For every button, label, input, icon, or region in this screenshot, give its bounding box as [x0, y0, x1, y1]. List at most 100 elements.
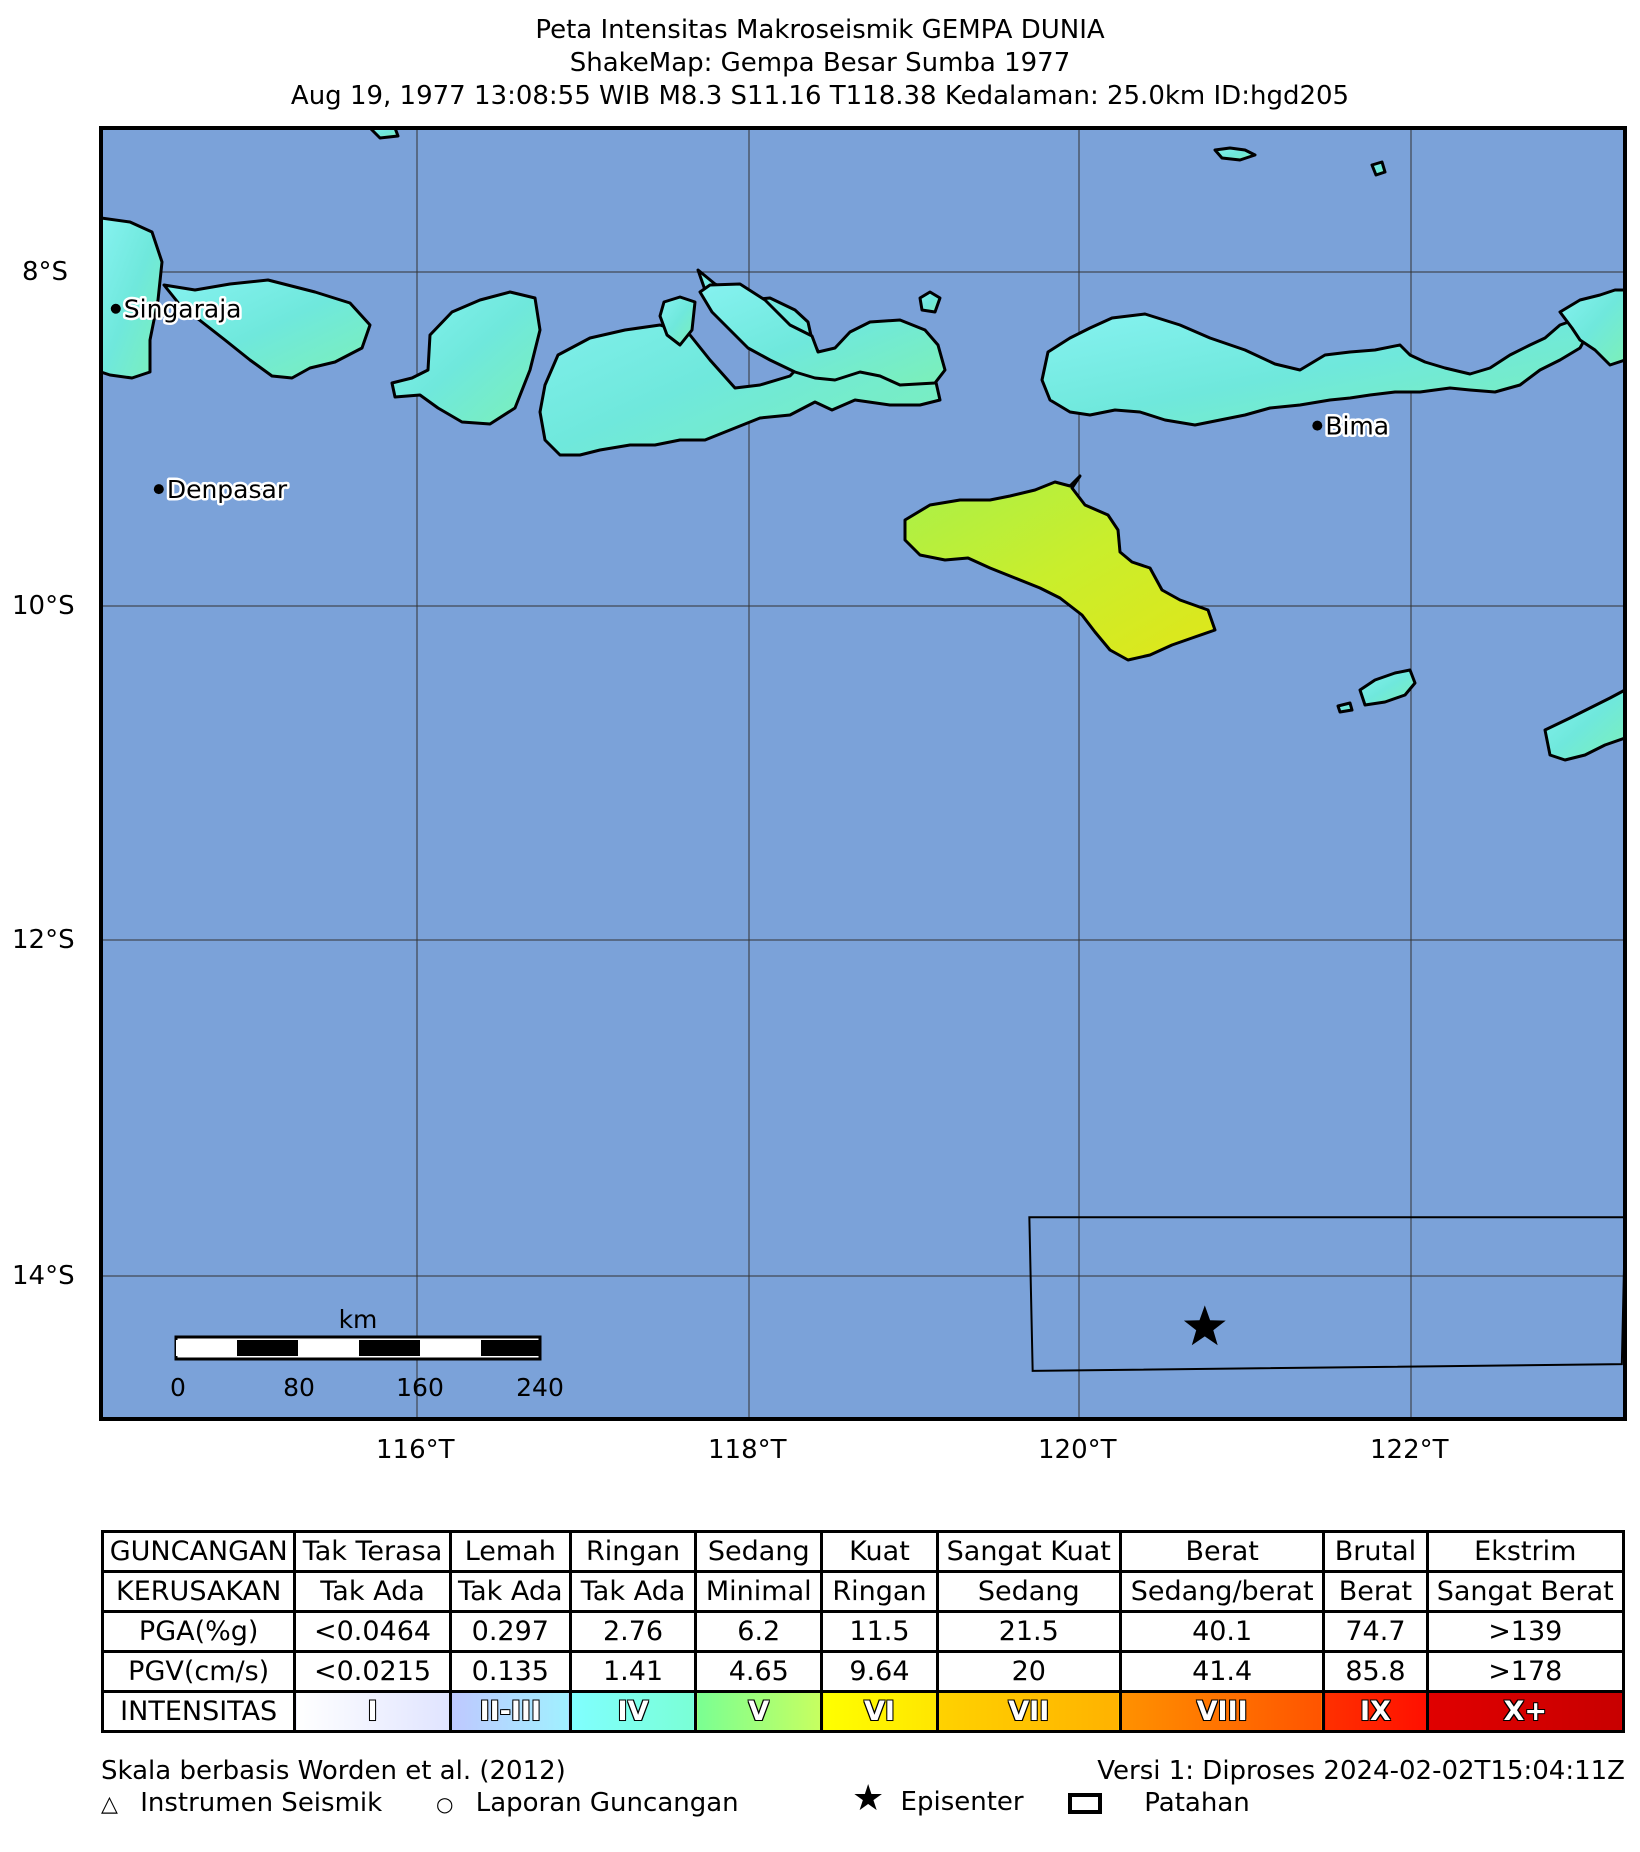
epicenter-star-icon[interactable]	[1183, 1305, 1226, 1346]
legend-item-seismic-instrument: △ Instrumen Seismik	[101, 1788, 382, 1818]
legend-cell: 41.4	[1118, 1650, 1326, 1693]
legend-cell: Kuat	[820, 1530, 939, 1573]
legend-item-label: Episenter	[900, 1787, 1024, 1817]
small-islet-2	[1370, 160, 1387, 177]
lat-label-14s: 14°S	[12, 1261, 75, 1291]
legend-row-damage: KERUSAKAN Tak Ada Tak Ada Tak Ada Minima…	[100, 1570, 1626, 1613]
title-line-1: Peta Intensitas Makroseismik GEMPA DUNIA	[535, 15, 1105, 45]
intensity-swatch: VI	[820, 1690, 939, 1733]
legend-cell: <0.0464	[293, 1610, 452, 1653]
intensity-swatch: IX	[1322, 1690, 1429, 1733]
legend-cell: Tak Ada	[568, 1570, 698, 1613]
legend-cell: 0.135	[448, 1650, 572, 1693]
legend-header-pga: PGA(%g)	[100, 1610, 297, 1653]
small-islet-3	[918, 290, 942, 314]
legend-cell: Sedang/berat	[1118, 1570, 1326, 1613]
legend-cell: Tak Terasa	[293, 1530, 452, 1573]
legend-item-fault: Patahan	[1068, 1788, 1250, 1818]
legend-cell: 9.64	[820, 1650, 939, 1693]
intensity-swatch: VII	[935, 1690, 1122, 1733]
version-note: Versi 1: Diproses 2024-02-02T15:04:11Z	[1097, 1756, 1625, 1786]
legend-cell: Brutal	[1322, 1530, 1429, 1573]
legend-cell: Sedang	[935, 1570, 1122, 1613]
legend-cell: >139	[1425, 1610, 1626, 1653]
legend-cell: Minimal	[694, 1570, 824, 1613]
legend-header-intensity: INTENSITAS	[100, 1690, 297, 1733]
rectangle-icon	[1068, 1793, 1102, 1814]
legend-cell: 4.65	[694, 1650, 824, 1693]
lon-label-120: 120°T	[1038, 1435, 1117, 1465]
legend-row-pgv: PGV(cm/s) <0.0215 0.135 1.41 4.65 9.64 2…	[100, 1650, 1626, 1693]
legend-item-label: Laporan Guncangan	[475, 1788, 739, 1818]
legend-header-damage: KERUSAKAN	[100, 1570, 297, 1613]
legend-cell: Sedang	[694, 1530, 824, 1573]
legend-cell: Lemah	[448, 1530, 572, 1573]
star-icon: ★	[852, 1778, 885, 1819]
flores-east	[1558, 288, 1625, 367]
fault-rupture-outline[interactable]	[1028, 1216, 1625, 1372]
sumbawa-north	[698, 282, 947, 387]
legend-cell: <0.0215	[293, 1650, 452, 1693]
city-dot-icon[interactable]	[110, 303, 121, 314]
intensity-swatch: I	[293, 1690, 452, 1733]
legend-cell: Ringan	[820, 1570, 939, 1613]
lon-label-122: 122°T	[1370, 1435, 1449, 1465]
circle-icon: ○	[436, 1792, 454, 1816]
lon-label-118: 118°T	[708, 1435, 787, 1465]
legend-cell: 21.5	[935, 1610, 1122, 1653]
city-label: Bima	[1325, 412, 1389, 441]
small-islet-5	[1336, 701, 1354, 714]
title-line-3: Aug 19, 1977 13:08:55 WIB M8.3 S11.16 T1…	[290, 81, 1350, 111]
timor-island	[1543, 688, 1625, 762]
intensity-swatch: V	[694, 1690, 824, 1733]
scale-bar-label-80: 80	[283, 1373, 315, 1402]
legend-cell: Berat	[1118, 1530, 1326, 1573]
legend-cell: 2.76	[568, 1610, 698, 1653]
city-dot-icon[interactable]	[153, 484, 164, 495]
intensity-swatch: VIII	[1118, 1690, 1326, 1733]
legend-cell: Tak Ada	[448, 1570, 572, 1613]
legend-cell: Sangat Berat	[1425, 1570, 1626, 1613]
scale-bar-label-240: 240	[516, 1373, 564, 1402]
legend-item-label: Patahan	[1144, 1788, 1250, 1818]
city-dot-icon[interactable]	[1312, 420, 1323, 431]
intensity-swatch: IV	[568, 1690, 698, 1733]
legend-header-shaking: GUNCANGAN	[100, 1530, 297, 1573]
legend-cell: Berat	[1322, 1570, 1429, 1613]
title-line-2: ShakeMap: Gempa Besar Sumba 1977	[569, 48, 1071, 78]
map-title: Peta Intensitas Makroseismik GEMPA DUNIA…	[0, 14, 1640, 113]
small-islet-4	[368, 128, 400, 140]
bali-island	[162, 278, 372, 380]
legend-cell: >178	[1425, 1650, 1626, 1693]
scale-bar-label-160: 160	[396, 1373, 444, 1402]
small-islet-1	[1213, 146, 1257, 162]
lat-label-12s: 12°S	[12, 925, 75, 955]
lat-label-10s: 10°S	[12, 591, 75, 621]
legend-header-pgv: PGV(cm/s)	[100, 1650, 297, 1693]
legend-cell: 40.1	[1118, 1610, 1326, 1653]
lat-label-8s: 8°S	[22, 257, 69, 287]
city-layer: SingarajaDenpasarBimaLabuan BajoMaumereE…	[110, 292, 1392, 507]
lombok-island	[390, 290, 542, 426]
sumba-island	[903, 474, 1217, 662]
triangle-icon: △	[101, 1792, 118, 1817]
sumbawa-islet	[658, 295, 697, 347]
intensity-swatch: X+	[1425, 1690, 1626, 1733]
legend-cell: 6.2	[694, 1610, 824, 1653]
scale-bar-unit: km	[339, 1305, 378, 1334]
legend-cell: 1.41	[568, 1650, 698, 1693]
sawu-island	[1358, 668, 1417, 707]
legend-cell: 85.8	[1322, 1650, 1429, 1693]
legend-item-shaking-report: ○ Laporan Guncangan	[436, 1788, 739, 1818]
shakemap[interactable]: SingarajaDenpasarBimaLabuan BajoMaumereE…	[0, 0, 1640, 1500]
legend-cell: 11.5	[820, 1610, 939, 1653]
intensity-legend-table: GUNCANGAN Tak Terasa Lemah Ringan Sedang…	[100, 1530, 1626, 1733]
legend-cell: 20	[935, 1650, 1122, 1693]
intensity-swatch: II-III	[448, 1690, 572, 1733]
legend-cell: 0.297	[448, 1610, 572, 1653]
legend-row-intensity: INTENSITAS I II-III IV V VI VII VIII IX …	[100, 1690, 1626, 1733]
legend-cell: Ringan	[568, 1530, 698, 1573]
city-label: Denpasar	[167, 475, 288, 504]
java-landmass	[101, 216, 164, 380]
legend-row-shaking: GUNCANGAN Tak Terasa Lemah Ringan Sedang…	[100, 1530, 1626, 1573]
